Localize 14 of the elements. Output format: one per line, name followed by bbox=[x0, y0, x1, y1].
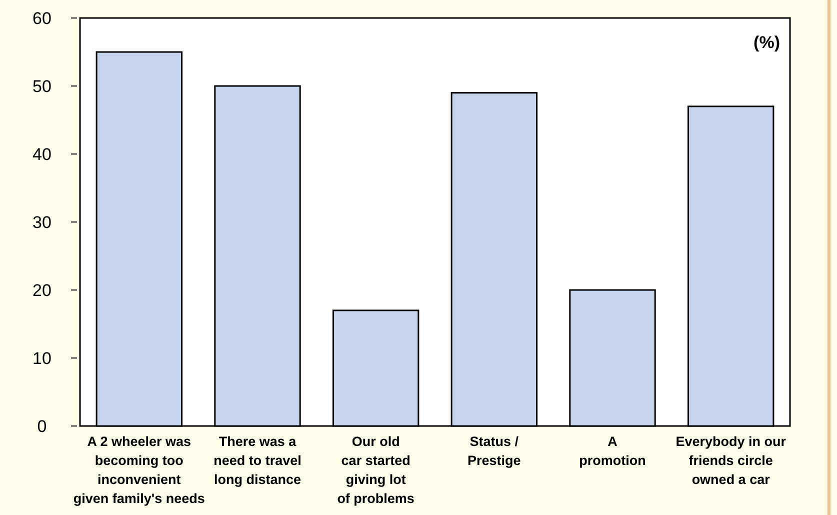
x-tick-label: Our old car started giving lot of problems bbox=[337, 434, 414, 506]
x-tick-label: Everybody in our friends circle owned a car bbox=[676, 434, 787, 487]
y-tick-label: 30 bbox=[32, 212, 52, 232]
y-tick-label: 50 bbox=[32, 76, 52, 96]
x-tick-label: Status / Prestige bbox=[468, 434, 522, 468]
x-tick-label: There was a need to travel long distance bbox=[214, 434, 302, 487]
y-tick-label: 0 bbox=[37, 416, 47, 436]
y-tick-label: 60 bbox=[32, 8, 52, 28]
y-tick-label: 40 bbox=[32, 144, 52, 164]
annotation: (%) bbox=[754, 33, 780, 52]
y-tick-label: 10 bbox=[32, 348, 52, 368]
x-tick-label: A 2 wheeler was becoming too inconvenient given family's needs bbox=[73, 434, 205, 506]
x-tick-label: A promotion bbox=[579, 434, 646, 468]
y-tick-label: 20 bbox=[32, 280, 52, 300]
